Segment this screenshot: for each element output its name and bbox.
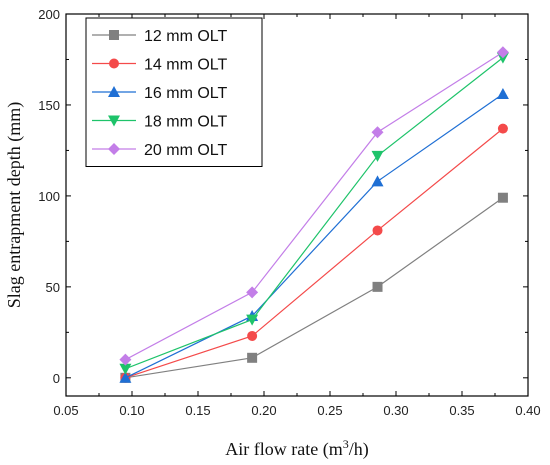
data-point <box>497 123 508 134</box>
data-point <box>496 88 509 100</box>
series-line <box>125 57 504 370</box>
legend-label: 20 mm OLT <box>144 142 228 159</box>
x-tick-label: 0.10 <box>119 403 144 418</box>
data-point <box>246 314 259 326</box>
data-point <box>497 192 508 203</box>
data-point <box>247 330 258 341</box>
x-tick-label: 0.15 <box>185 403 210 418</box>
x-axis-title: Air flow rate (m3/h) <box>225 437 368 460</box>
data-point <box>247 352 258 363</box>
data-point <box>371 150 384 162</box>
series-line <box>125 128 504 379</box>
x-tick-label: 0.05 <box>53 403 78 418</box>
series-line <box>125 197 504 379</box>
y-tick-label: 100 <box>38 189 60 204</box>
legend-item: 18 mm OLT <box>92 114 228 131</box>
legend-item: 16 mm OLT <box>92 85 228 102</box>
x-tick-label: 0.20 <box>251 403 276 418</box>
legend-label: 18 mm OLT <box>144 114 228 131</box>
data-point <box>119 371 132 383</box>
legend-marker <box>108 115 120 127</box>
y-tick-label: 150 <box>38 98 60 113</box>
data-point <box>371 126 384 139</box>
series-line <box>125 93 504 379</box>
legend-marker <box>108 86 120 97</box>
data-point <box>246 286 259 299</box>
x-axis: 0.05 0.10 0.15 0.20 0.25 0.30 0.35 0.40 <box>53 14 541 418</box>
legend-item: 20 mm OLT <box>92 142 228 159</box>
data-point <box>119 363 132 375</box>
legend-item: 14 mm OLT <box>92 57 228 74</box>
legend-marker <box>109 58 119 69</box>
legend: 12 mm OLT 14 mm OLT 16 mm OLT 18 mm OLT 20 m… <box>85 17 263 167</box>
y-tick-label: 200 <box>38 7 60 22</box>
y-tick-label: 50 <box>46 280 60 295</box>
x-tick-label: 0.30 <box>383 403 408 418</box>
legend-marker <box>109 30 119 40</box>
series-12-mm-olt <box>120 192 508 383</box>
data-point <box>372 225 383 236</box>
data-point <box>119 353 132 366</box>
series-layer <box>119 46 509 383</box>
x-tick-label: 0.35 <box>449 403 474 418</box>
data-point <box>371 175 384 187</box>
y-axis: 0 50 100 150 200 <box>38 7 528 386</box>
legend-item: 12 mm OLT <box>92 28 228 45</box>
x-tick-label: 0.25 <box>317 403 342 418</box>
legend-label: 16 mm OLT <box>144 85 228 102</box>
legend-label: 14 mm OLT <box>144 57 228 74</box>
y-axis-title: Slag entrapment depth (mm) <box>4 102 25 308</box>
series-20-mm-olt <box>119 46 509 366</box>
data-point <box>496 46 509 59</box>
legend-label: 12 mm OLT <box>144 28 228 45</box>
y-tick-label: 0 <box>53 371 60 386</box>
series-line <box>125 51 504 361</box>
legend-marker <box>108 143 120 155</box>
x-tick-label: 0.40 <box>515 403 540 418</box>
data-point <box>372 281 383 292</box>
